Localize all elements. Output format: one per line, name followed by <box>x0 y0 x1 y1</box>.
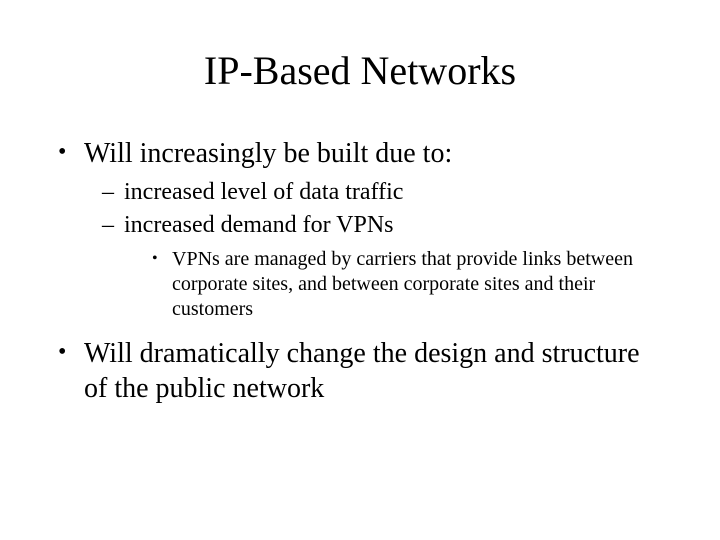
bullet-list-level-2: increased level of data traffic increase… <box>84 177 668 322</box>
bullet-text: increased level of data traffic <box>124 179 403 205</box>
slide-title: IP-Based Networks <box>52 48 668 94</box>
bullet-text: Will increasingly be built due to: <box>84 138 452 169</box>
list-item: increased demand for VPNs VPNs are manag… <box>102 210 668 322</box>
list-item: Will increasingly be built due to: incre… <box>56 136 668 322</box>
list-item: Will dramatically change the design and … <box>56 336 668 406</box>
bullet-text: VPNs are managed by carriers that provid… <box>172 248 633 320</box>
list-item: increased level of data traffic <box>102 177 668 208</box>
bullet-text: Will dramatically change the design and … <box>84 338 640 404</box>
slide-container: IP-Based Networks Will increasingly be b… <box>0 0 720 540</box>
list-item: VPNs are managed by carriers that provid… <box>152 247 668 322</box>
bullet-text: increased demand for VPNs <box>124 212 393 238</box>
bullet-list-level-3: VPNs are managed by carriers that provid… <box>124 247 668 322</box>
bullet-list-level-1: Will increasingly be built due to: incre… <box>52 136 668 406</box>
